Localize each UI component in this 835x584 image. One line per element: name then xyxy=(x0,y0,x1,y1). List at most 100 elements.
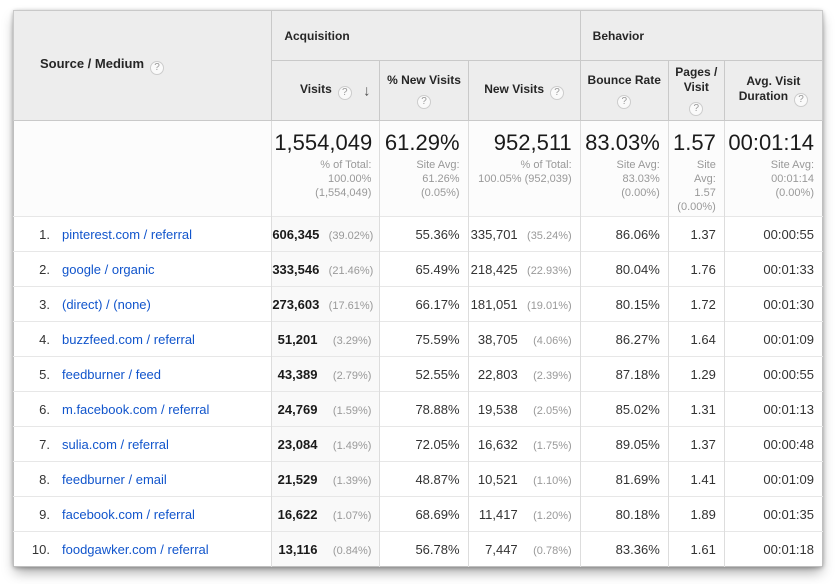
pages-visit-label: Pages / Visit xyxy=(675,65,718,94)
bounce-rate-value: 86.06% xyxy=(579,216,669,252)
source-medium-link[interactable]: buzzfeed.com / referral xyxy=(62,331,195,347)
col-header-pages-visit[interactable]: Pages / Visit ? xyxy=(667,60,725,121)
new-visits-value: 19,538 xyxy=(477,401,518,417)
col-header-pct-new-visits[interactable]: % New Visits ? xyxy=(379,60,469,121)
source-medium-link[interactable]: google / organic xyxy=(62,261,155,277)
table-row: 2. google / organic 333,546 (21.46%) 65.49… xyxy=(13,251,823,287)
help-icon[interactable]: ? xyxy=(337,85,352,100)
pct-new-visits-value: 65.49% xyxy=(379,251,469,287)
new-visits-cell: 335,701 (35.24%) xyxy=(467,216,581,252)
new-visits-share: (2.05%) xyxy=(533,404,572,417)
new-visits-value: 218,425 xyxy=(470,261,518,277)
source-medium-link[interactable]: m.facebook.com / referral xyxy=(62,401,210,417)
visits-share: (1.59%) xyxy=(332,404,372,417)
help-icon[interactable]: ? xyxy=(617,94,632,109)
avg-duration-value: 00:00:48 xyxy=(723,426,823,462)
table-row: 7. sulia.com / referral 23,084 (1.49%) 72.… xyxy=(13,426,823,462)
avg-duration-value: 00:01:33 xyxy=(723,251,823,287)
pages-visit-value: 1.64 xyxy=(667,321,725,357)
bounce-rate-value: 86.27% xyxy=(579,321,669,357)
new-visits-cell: 10,521 (1.10%) xyxy=(467,461,581,497)
help-icon[interactable]: ? xyxy=(689,102,704,116)
new-visits-value: 10,521 xyxy=(477,471,518,487)
pct-new-visits-value: 78.88% xyxy=(379,391,469,427)
table-body: 1. pinterest.com / referral 606,345 (39.02… xyxy=(13,216,823,567)
pct-new-visits-value: 52.55% xyxy=(379,356,469,392)
pages-visit-value: 1.61 xyxy=(667,531,725,567)
summary-pct-new-visits-cell: 61.29% Site Avg: 61.26% (0.05%) xyxy=(379,120,469,217)
bounce-rate-value: 80.15% xyxy=(579,286,669,322)
help-icon[interactable]: ? xyxy=(416,94,431,109)
visits-value: 24,769 xyxy=(277,401,318,417)
visits-share: (0.84%) xyxy=(332,544,372,557)
new-visits-share: (2.39%) xyxy=(533,369,572,382)
bounce-rate-value: 83.36% xyxy=(579,531,669,567)
summary-bounce-rate-value: 83.03% xyxy=(585,130,660,155)
source-medium-label: Source / Medium xyxy=(40,56,145,71)
col-header-bounce-rate[interactable]: Bounce Rate ? xyxy=(579,60,669,121)
source-medium-link[interactable]: (direct) / (none) xyxy=(62,296,151,312)
visits-cell: 13,116 (0.84%) xyxy=(271,531,380,567)
summary-avg-duration-value: 00:01:14 xyxy=(728,130,814,155)
source-medium-link[interactable]: pinterest.com / referral xyxy=(62,226,193,242)
visits-value: 606,345 xyxy=(272,226,320,242)
pages-visit-value: 1.29 xyxy=(667,356,725,392)
source-medium-link[interactable]: sulia.com / referral xyxy=(62,436,169,452)
summary-pct-new-visits-value: 61.29% xyxy=(384,130,460,155)
behavior-label: Behavior xyxy=(592,28,645,43)
metric-header-row: Visits? ↓ % New Visits ? New Visits? Bou… xyxy=(14,60,824,121)
summary-avg-duration-subtext: Site Avg: 00:01:14 (0.00%) xyxy=(770,159,814,199)
help-icon[interactable]: ? xyxy=(150,61,165,75)
source-medium-link[interactable]: feedburner / email xyxy=(62,471,167,487)
visits-cell: 16,622 (1.07%) xyxy=(271,496,380,532)
pages-visit-value: 1.37 xyxy=(667,216,725,252)
col-header-new-visits[interactable]: New Visits? xyxy=(467,60,581,121)
new-visits-cell: 38,705 (4.06%) xyxy=(467,321,581,357)
avg-duration-value: 00:00:55 xyxy=(723,356,823,392)
pages-visit-value: 1.41 xyxy=(667,461,725,497)
avg-duration-value: 00:01:35 xyxy=(723,496,823,532)
section-header-behavior: Behavior xyxy=(579,10,824,61)
sort-descending-icon[interactable]: ↓ xyxy=(362,82,371,99)
source-medium-cell: 3. (direct) / (none) xyxy=(13,286,272,322)
pct-new-visits-value: 68.69% xyxy=(379,496,469,532)
visits-value: 16,622 xyxy=(277,506,318,522)
summary-new-visits-subtext: % of Total: 100.05% (952,039) xyxy=(478,159,572,185)
bounce-rate-value: 89.05% xyxy=(579,426,669,462)
new-visits-label: New Visits xyxy=(484,81,544,96)
source-medium-link[interactable]: feedburner / feed xyxy=(62,366,162,382)
new-visits-value: 11,417 xyxy=(478,506,518,522)
visits-cell: 333,546 (21.46%) xyxy=(271,251,380,287)
new-visits-value: 16,632 xyxy=(477,436,518,452)
source-medium-link[interactable]: facebook.com / referral xyxy=(62,506,195,522)
visits-cell: 273,603 (17.61%) xyxy=(271,286,380,322)
pct-new-visits-value: 56.78% xyxy=(379,531,469,567)
new-visits-cell: 19,538 (2.05%) xyxy=(467,391,581,427)
help-icon[interactable]: ? xyxy=(550,85,564,100)
summary-visits-subtext: % of Total: 100.00% (1,554,049) xyxy=(315,159,372,199)
new-visits-value: 7,447 xyxy=(485,541,518,557)
row-rank: 7. xyxy=(39,436,50,452)
source-medium-cell: 9. facebook.com / referral xyxy=(13,496,272,532)
summary-pct-new-visits-subtext: Site Avg: 61.26% (0.05%) xyxy=(416,159,460,199)
col-header-avg-visit-duration[interactable]: Avg. Visit Duration? xyxy=(723,60,824,121)
source-medium-link[interactable]: foodgawker.com / referral xyxy=(62,541,209,557)
visits-share: (1.07%) xyxy=(332,509,372,522)
pages-visit-value: 1.89 xyxy=(667,496,725,532)
row-rank: 5. xyxy=(39,366,50,382)
table-row: 10. foodgawker.com / referral 13,116 (0.84… xyxy=(13,531,823,567)
bounce-rate-label: Bounce Rate xyxy=(587,72,661,87)
help-icon[interactable]: ? xyxy=(794,93,809,107)
new-visits-cell: 11,417 (1.20%) xyxy=(467,496,581,532)
visits-value: 333,546 xyxy=(272,261,320,277)
new-visits-share: (22.93%) xyxy=(527,264,572,277)
new-visits-value: 335,701 xyxy=(470,226,518,242)
summary-new-visits-cell: 952,511 % of Total: 100.05% (952,039) xyxy=(467,120,581,217)
visits-share: (2.79%) xyxy=(332,369,372,382)
visits-share: (39.02%) xyxy=(328,229,374,242)
summary-bounce-rate-subtext: Site Avg: 83.03% (0.00%) xyxy=(616,159,660,199)
visits-share: (21.46%) xyxy=(328,264,374,277)
col-header-visits[interactable]: Visits? ↓ xyxy=(271,60,381,121)
new-visits-cell: 181,051 (19.01%) xyxy=(467,286,581,322)
new-visits-cell: 218,425 (22.93%) xyxy=(467,251,581,287)
